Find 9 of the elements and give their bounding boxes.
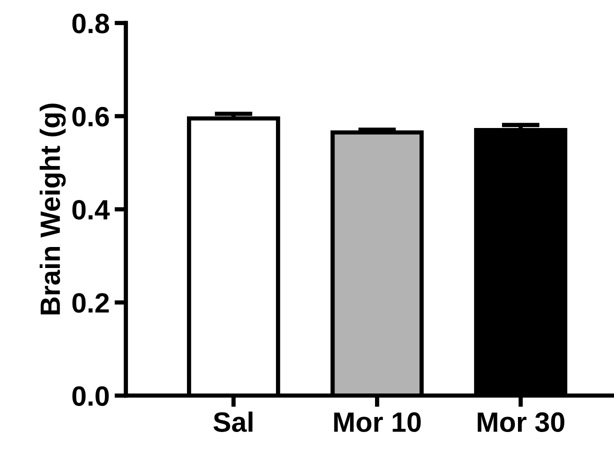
y-axis-title: Brain Weight (g) bbox=[40, 104, 66, 314]
x-tick-label: Mor 30 bbox=[478, 412, 564, 432]
y-tick-label: 0.8 bbox=[72, 14, 110, 34]
y-tick-label: 0.0 bbox=[72, 386, 109, 406]
x-tick-label: Sal bbox=[214, 412, 252, 432]
y-tick-label: 0.4 bbox=[72, 200, 110, 220]
y-tick-label: 0.6 bbox=[72, 106, 109, 126]
x-tick-label: Mor 10 bbox=[334, 412, 421, 432]
y-tick-label: 0.2 bbox=[72, 293, 109, 313]
